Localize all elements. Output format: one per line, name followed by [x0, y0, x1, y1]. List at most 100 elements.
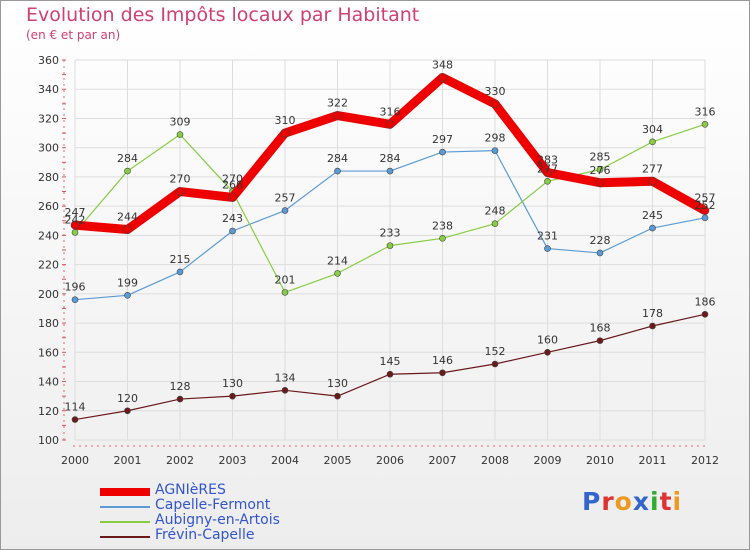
- data-label: 330: [485, 85, 506, 98]
- data-label: 238: [432, 219, 453, 232]
- y-tick-label: 140: [38, 376, 59, 389]
- data-point: [439, 148, 446, 156]
- data-point: [386, 167, 394, 175]
- legend-swatch: [100, 536, 150, 538]
- data-label: 247: [65, 206, 86, 219]
- data-label: 245: [642, 209, 663, 222]
- data-point: [491, 147, 499, 154]
- data-label: 130: [222, 377, 243, 390]
- x-tick-label: 2005: [324, 454, 352, 467]
- data-label: 257: [695, 192, 716, 205]
- x-tick-label: 2012: [691, 454, 719, 467]
- y-tick-label: 320: [38, 112, 59, 125]
- data-point: [596, 337, 604, 344]
- data-point: [544, 349, 551, 356]
- data-label: 214: [327, 254, 348, 267]
- x-tick-label: 2001: [114, 454, 142, 467]
- data-label: 277: [537, 162, 558, 175]
- data-label: 228: [590, 234, 611, 247]
- data-point: [71, 416, 79, 423]
- x-tick-label: 2010: [586, 454, 614, 467]
- x-tick-label: 2008: [481, 454, 509, 467]
- x-tick-label: 2003: [219, 454, 247, 467]
- x-tick-label: 2004: [271, 454, 299, 467]
- data-point: [648, 177, 657, 186]
- legend-label: Capelle-Fermont: [155, 497, 271, 513]
- y-tick-label: 300: [38, 142, 59, 155]
- data-point: [385, 120, 395, 129]
- y-tick-label: 100: [38, 434, 59, 447]
- data-label: 270: [222, 173, 243, 186]
- data-label: 284: [380, 152, 401, 165]
- x-tick-label: 2009: [534, 454, 562, 467]
- y-tick-label: 160: [38, 346, 59, 359]
- data-point: [124, 167, 131, 175]
- data-label: 244: [117, 211, 138, 224]
- data-point: [176, 395, 184, 403]
- data-point: [439, 369, 446, 377]
- data-point: [439, 235, 446, 242]
- logo-letter: t: [659, 487, 673, 516]
- data-point: [334, 167, 341, 175]
- y-tick-label: 240: [38, 229, 59, 242]
- legend-item: AGNIèRES: [100, 482, 360, 499]
- data-point: [438, 73, 447, 82]
- proxiti-logo: Proxiti: [582, 487, 682, 516]
- data-point: [281, 207, 289, 214]
- logo-letter: i: [672, 487, 683, 516]
- data-label: 316: [695, 105, 716, 118]
- logo-letter: o: [614, 487, 633, 516]
- data-point: [701, 121, 709, 128]
- data-point: [123, 225, 132, 234]
- logo-letter: P: [582, 487, 602, 516]
- data-label: 168: [590, 322, 611, 335]
- data-point: [543, 168, 552, 177]
- data-label: 304: [642, 123, 663, 136]
- data-point: [386, 370, 394, 378]
- chart-title: Evolution des Impôts locaux par Habitant: [26, 4, 420, 26]
- y-tick-label: 260: [38, 200, 59, 213]
- data-label: 322: [327, 97, 348, 110]
- data-label: 160: [537, 333, 558, 346]
- data-label: 285: [590, 151, 611, 164]
- data-label: 146: [432, 354, 453, 367]
- data-point: [229, 392, 236, 400]
- legend-label: Aubigny-en-Artois: [155, 512, 280, 528]
- data-point: [281, 387, 289, 394]
- data-point: [701, 311, 709, 318]
- legend-swatch: [100, 506, 150, 508]
- data-label: 316: [380, 105, 401, 118]
- data-label: 242: [65, 213, 86, 226]
- data-point: [649, 138, 656, 146]
- data-label: 134: [275, 371, 296, 384]
- y-tick-label: 180: [38, 317, 59, 330]
- legend-label: Frévin-Capelle: [155, 527, 255, 543]
- data-point: [280, 128, 290, 138]
- data-point: [544, 178, 551, 185]
- x-tick-label: 2011: [639, 454, 667, 467]
- data-label: 196: [65, 281, 86, 294]
- legend-item: Capelle-Fermont: [100, 497, 360, 514]
- data-point: [281, 289, 289, 296]
- y-tick-label: 220: [38, 259, 59, 272]
- data-label: 243: [222, 212, 243, 225]
- data-point: [490, 99, 500, 109]
- data-point: [386, 242, 394, 249]
- legend-swatch: [100, 521, 150, 523]
- x-tick-label: 2007: [429, 454, 457, 467]
- data-point: [700, 206, 710, 215]
- data-point: [491, 220, 499, 227]
- data-point: [649, 322, 656, 330]
- data-point: [544, 245, 551, 252]
- data-point: [334, 392, 341, 400]
- data-label: 128: [170, 380, 191, 393]
- data-label: 348: [432, 59, 453, 72]
- data-point: [124, 292, 131, 299]
- data-point: [649, 224, 656, 232]
- data-label: 309: [170, 116, 191, 129]
- logo-letter: i: [650, 487, 660, 516]
- data-point: [491, 360, 499, 368]
- data-label: 276: [590, 164, 611, 177]
